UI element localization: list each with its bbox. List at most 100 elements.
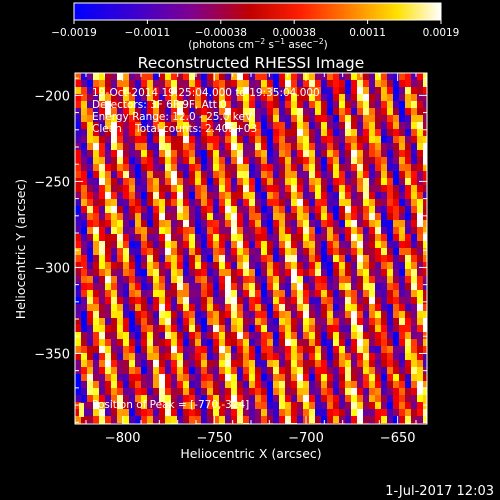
heatmap-cell (159, 206, 166, 214)
heatmap-cell (279, 108, 286, 116)
heatmap-cell (93, 311, 100, 319)
heatmap-cell (189, 388, 196, 396)
heatmap-cell (255, 374, 262, 382)
heatmap-cell (129, 129, 136, 137)
heatmap-cell (291, 87, 298, 95)
heatmap-cell (285, 73, 292, 81)
heatmap-cell (75, 416, 82, 424)
heatmap-cell (387, 213, 394, 221)
heatmap-cell (75, 136, 82, 144)
heatmap-cell (387, 129, 394, 137)
heatmap-cell (417, 164, 424, 172)
heatmap-cell (237, 108, 244, 116)
heatmap-cell (345, 262, 352, 270)
heatmap-cell (399, 416, 406, 424)
heatmap-cell (141, 353, 148, 361)
heatmap-cell (411, 381, 418, 389)
heatmap-cell (261, 157, 268, 165)
heatmap-cell (165, 297, 172, 305)
heatmap-cell (249, 374, 256, 382)
heatmap-cell (327, 311, 334, 319)
heatmap-cell (387, 416, 394, 424)
heatmap-cell (111, 346, 118, 354)
heatmap-cell (75, 346, 82, 354)
heatmap-cell (225, 269, 232, 277)
heatmap-cell (267, 115, 274, 123)
heatmap-cell (231, 297, 238, 305)
heatmap-cell (375, 220, 382, 228)
colorbar-tick-label: 0.0019 (423, 27, 460, 39)
colorbar-tick-label: 0.0011 (349, 27, 386, 39)
heatmap-cell (363, 164, 370, 172)
heatmap-cell (333, 290, 340, 298)
heatmap-cell (177, 199, 184, 207)
heatmap-cell (195, 353, 202, 361)
heatmap-cell (141, 416, 148, 424)
heatmap-cell (123, 87, 130, 95)
heatmap-cell (321, 122, 328, 130)
heatmap-cell (243, 241, 250, 249)
heatmap-cell (381, 241, 388, 249)
heatmap-cell (309, 353, 316, 361)
heatmap-cell (183, 171, 190, 179)
heatmap-cell (231, 73, 238, 81)
heatmap-cell (393, 213, 400, 221)
heatmap-cell (219, 290, 226, 298)
heatmap-cell (375, 283, 382, 291)
heatmap-cell (363, 318, 370, 326)
heatmap-cell (219, 129, 226, 137)
heatmap-cell (399, 164, 406, 172)
heatmap-cell (219, 143, 226, 151)
heatmap-cell (327, 353, 334, 361)
heatmap-cell (195, 332, 202, 340)
heatmap-cell (327, 94, 334, 102)
heatmap-cell (255, 381, 262, 389)
heatmap-cell (267, 129, 274, 137)
heatmap-cell (213, 192, 220, 200)
heatmap-cell (417, 150, 424, 158)
heatmap-cell (417, 339, 424, 347)
heatmap-cell (303, 94, 310, 102)
heatmap-cell (327, 164, 334, 172)
heatmap-cell (141, 150, 148, 158)
heatmap-cell (357, 150, 364, 158)
heatmap-cell (171, 122, 178, 130)
heatmap-cell (309, 262, 316, 270)
heatmap-cell (411, 241, 418, 249)
heatmap-cell (201, 213, 208, 221)
heatmap-cell (423, 192, 427, 200)
heatmap-cell (405, 164, 412, 172)
heatmap-cell (111, 374, 118, 382)
heatmap-cell (303, 164, 310, 172)
heatmap-cell (93, 199, 100, 207)
heatmap-cell (387, 395, 394, 403)
heatmap-cell (147, 87, 154, 95)
heatmap-cell (159, 80, 166, 88)
heatmap-cell (249, 388, 256, 396)
heatmap-cell (381, 374, 388, 382)
heatmap-cell (357, 388, 364, 396)
energy-range-text: Energy Range: 12.0 - 25.0 keV (92, 111, 253, 123)
heatmap-cell (291, 220, 298, 228)
heatmap-cell (369, 94, 376, 102)
heatmap-cell (207, 297, 214, 305)
heatmap-cell (219, 234, 226, 242)
heatmap-cell (315, 87, 322, 95)
heatmap-cell (141, 94, 148, 102)
heatmap-cell (87, 87, 94, 95)
heatmap-cell (405, 220, 412, 228)
heatmap-cell (393, 206, 400, 214)
heatmap-cell (243, 409, 250, 417)
heatmap-cell (327, 269, 334, 277)
heatmap-cell (411, 283, 418, 291)
heatmap-cell (117, 388, 124, 396)
heatmap-cell (237, 374, 244, 382)
heatmap-cell (225, 150, 232, 158)
heatmap-cell (363, 395, 370, 403)
heatmap-cell (345, 157, 352, 165)
heatmap-cell (345, 129, 352, 137)
heatmap-cell (117, 325, 124, 333)
heatmap-cell (177, 171, 184, 179)
heatmap-cell (201, 290, 208, 298)
heatmap-cell (291, 213, 298, 221)
